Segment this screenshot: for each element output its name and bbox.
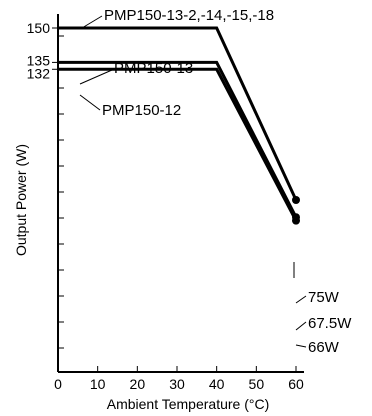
x-tick-label: 40 bbox=[209, 376, 225, 392]
end-value-callout-line bbox=[295, 295, 307, 304]
y-tick-label: 132 bbox=[27, 65, 51, 81]
end-value-callout-line bbox=[295, 344, 307, 348]
series-name-label: PMP150-13-2,-14,-15,-18 bbox=[104, 7, 274, 24]
end-value-label: 67.5W bbox=[308, 315, 352, 332]
series-line bbox=[58, 26, 298, 201]
x-tick-label: 0 bbox=[54, 376, 62, 392]
x-tick-label: 60 bbox=[288, 376, 304, 392]
series-line bbox=[58, 60, 298, 218]
x-tick-label: 50 bbox=[249, 376, 265, 392]
series-name-label: PMP150-12 bbox=[102, 102, 181, 119]
series-name-label: PMP150-13 bbox=[114, 60, 193, 77]
y-axis-label: Output Power (W) bbox=[13, 144, 29, 256]
end-value-label: 75W bbox=[308, 289, 340, 306]
annotations: PMP150-13-2,-14,-15,-18 PMP150-13 PMP150-1… bbox=[79, 7, 352, 356]
series-callout-line bbox=[81, 15, 103, 29]
end-value-label: 66W bbox=[308, 339, 340, 356]
end-value-callout-line bbox=[295, 321, 307, 331]
x-tick-label: 20 bbox=[130, 376, 146, 392]
x-axis-label: Ambient Temperature (°C) bbox=[107, 396, 270, 412]
series-line bbox=[58, 67, 298, 222]
end-point-marker bbox=[292, 216, 300, 225]
series-lines bbox=[58, 26, 300, 225]
x-tick-label: 30 bbox=[169, 376, 185, 392]
series-callout-line bbox=[79, 69, 113, 85]
x-tick-label: 10 bbox=[90, 376, 106, 392]
y-tick-label: 150 bbox=[27, 20, 51, 36]
y-tick-label: 135 bbox=[27, 52, 51, 68]
end-point-marker bbox=[292, 196, 300, 204]
series-callout-line bbox=[79, 94, 101, 111]
